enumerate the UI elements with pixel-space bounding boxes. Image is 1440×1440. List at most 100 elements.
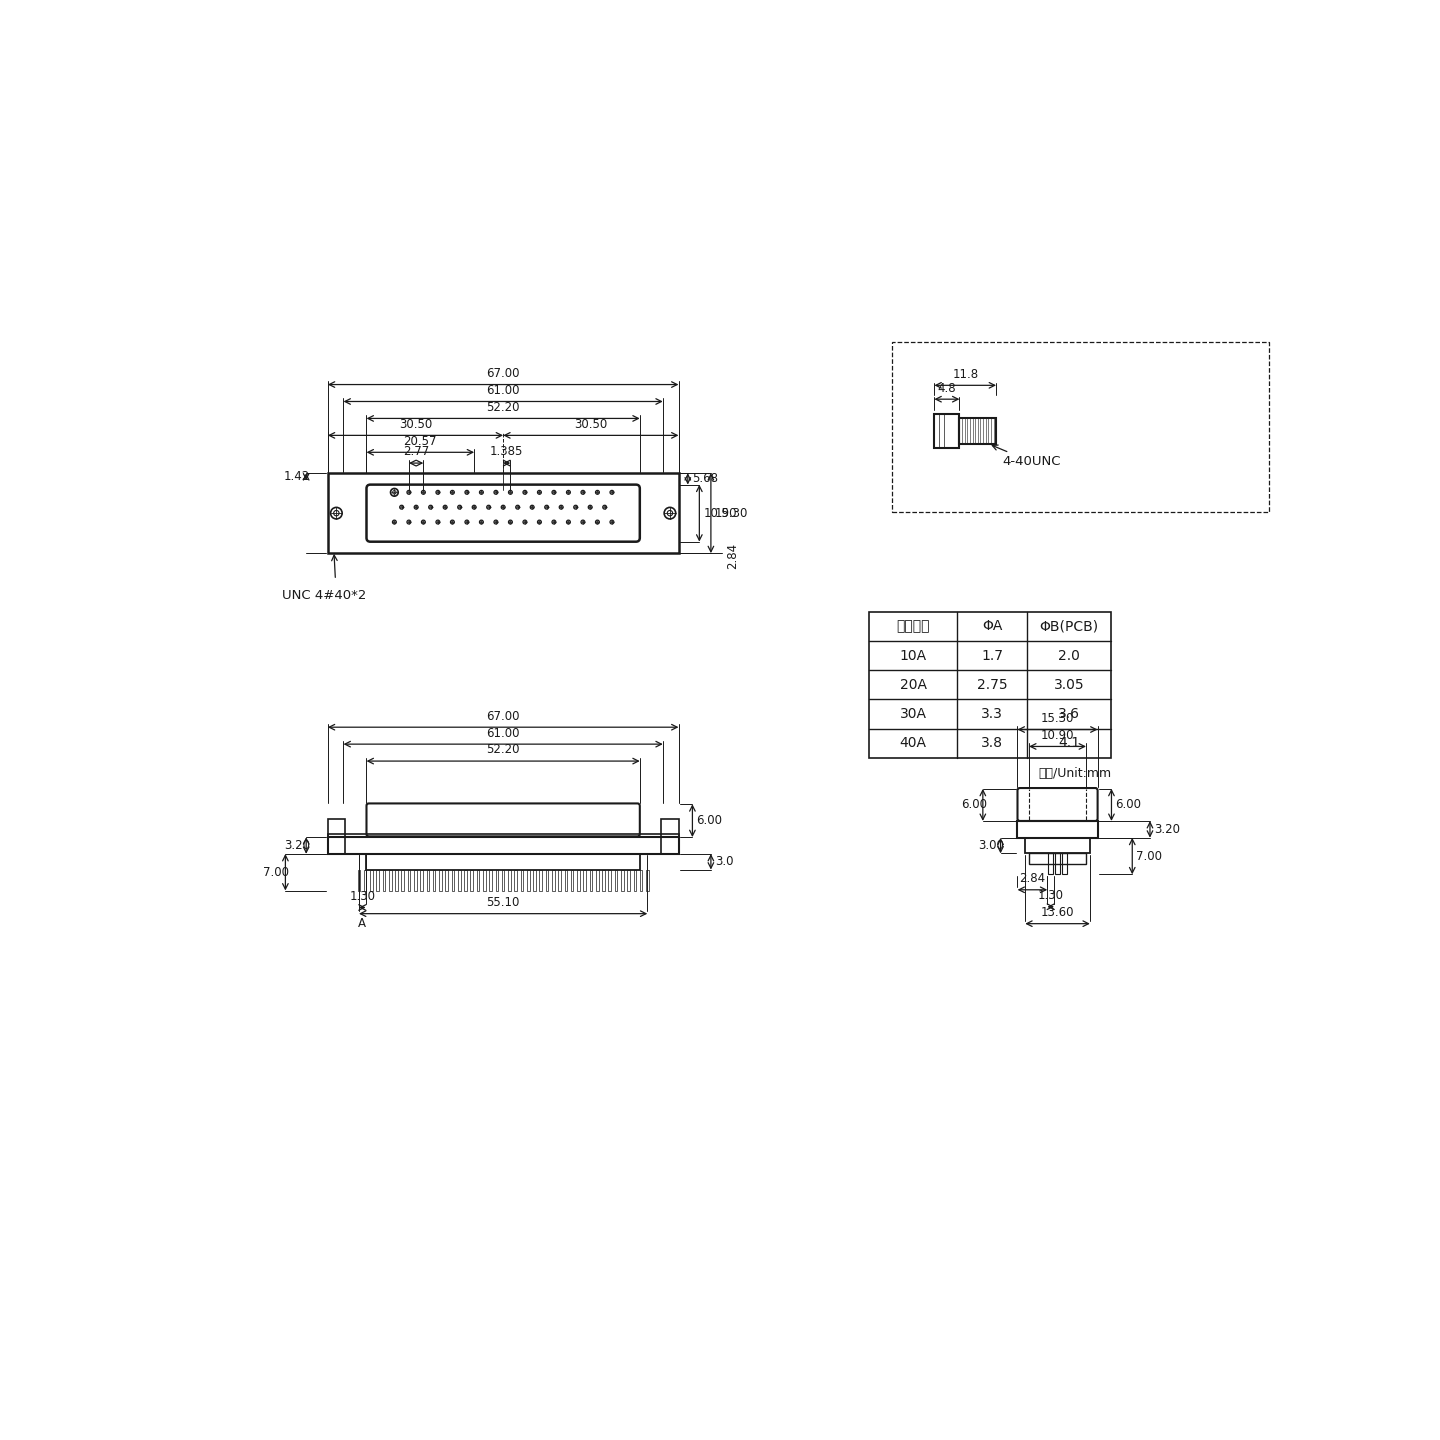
Text: 3.20: 3.20 [284,840,310,852]
Text: 额定电流: 额定电流 [897,619,930,634]
Text: 1.30: 1.30 [350,890,376,903]
Text: 6.00: 6.00 [960,798,986,811]
Bar [439,870,442,890]
Bar [370,870,373,890]
Bar [328,834,678,837]
Bar [521,870,523,890]
Bar [621,870,624,890]
Bar [527,870,530,890]
Bar [1018,821,1097,838]
Text: 10.90: 10.90 [703,507,737,520]
Bar [1061,854,1067,874]
Bar [634,870,636,890]
Bar [891,343,1269,511]
Bar [471,870,474,890]
Bar [328,474,678,553]
Bar [426,870,429,890]
Text: 3.0: 3.0 [714,855,733,868]
Text: 30A: 30A [900,707,927,721]
Bar [628,870,629,890]
Bar [420,870,423,890]
Bar [589,870,592,890]
Bar [508,870,511,890]
Bar [503,870,504,890]
Bar [639,870,642,890]
Bar [609,870,611,890]
Bar [661,819,678,854]
Bar [1025,838,1090,854]
Bar [464,870,467,890]
Bar [615,870,618,890]
Bar [1030,854,1086,864]
Text: 5.68: 5.68 [691,472,717,485]
Text: 3.20: 3.20 [1153,822,1179,835]
Text: 13.60: 13.60 [1041,906,1074,919]
Bar [546,870,549,890]
Text: 1.7: 1.7 [981,648,1004,662]
Text: 20A: 20A [900,678,927,691]
Text: 2.0: 2.0 [1058,648,1080,662]
Text: 40A: 40A [900,736,927,750]
Text: 1.385: 1.385 [490,445,524,458]
Bar [533,870,536,890]
Text: 3.05: 3.05 [1054,678,1084,691]
Bar [402,870,405,890]
Text: 6.00: 6.00 [697,814,723,827]
Bar [935,413,959,448]
Bar [1056,854,1060,874]
Text: 2.77: 2.77 [403,445,429,458]
Text: 2.75: 2.75 [976,678,1008,691]
Text: 10.90: 10.90 [1041,729,1074,742]
Text: 61.00: 61.00 [487,384,520,397]
Text: 3.6: 3.6 [1058,707,1080,721]
Bar [540,870,541,890]
Bar [647,870,648,890]
Text: 10A: 10A [900,648,927,662]
Text: 67.00: 67.00 [487,367,520,380]
Bar [552,870,554,890]
Text: 61.00: 61.00 [487,727,520,740]
Bar [959,418,996,444]
Text: 6.00: 6.00 [1116,798,1142,811]
Text: 7.00: 7.00 [1136,850,1162,863]
Bar [458,870,461,890]
Text: 15.30: 15.30 [1041,711,1074,724]
Bar [367,854,639,870]
Text: ΦA: ΦA [982,619,1002,634]
Bar [570,870,573,890]
Text: 7.00: 7.00 [264,865,289,878]
Text: 15.30: 15.30 [714,507,749,520]
Bar [357,870,360,890]
Text: 2.84: 2.84 [726,543,739,569]
Bar [514,870,517,890]
Text: 1.30: 1.30 [1038,888,1064,901]
Bar [364,870,366,890]
Text: 3.00: 3.00 [979,840,1005,852]
Bar [452,870,454,890]
Bar [482,870,485,890]
Text: 20.57: 20.57 [403,435,438,448]
Bar [583,870,586,890]
Bar [495,870,498,890]
Bar [408,870,410,890]
Text: 4.8: 4.8 [937,383,956,396]
Text: 55.10: 55.10 [487,896,520,909]
Bar [564,870,567,890]
Text: 1.42: 1.42 [284,471,310,484]
Text: 11.8: 11.8 [952,369,978,382]
Bar [445,870,448,890]
Text: 52.20: 52.20 [487,400,520,413]
Bar [395,870,397,890]
Bar [477,870,480,890]
Bar [577,870,580,890]
Bar [328,837,678,854]
Bar [602,870,605,890]
Text: 3.3: 3.3 [981,707,1004,721]
Text: 4.1: 4.1 [1058,736,1080,750]
Text: A: A [359,917,366,930]
Bar [389,870,392,890]
Text: 4-40UNC: 4-40UNC [992,445,1061,468]
Bar [490,870,492,890]
Text: 30.50: 30.50 [575,418,608,431]
Text: UNC 4#40*2: UNC 4#40*2 [282,589,366,602]
